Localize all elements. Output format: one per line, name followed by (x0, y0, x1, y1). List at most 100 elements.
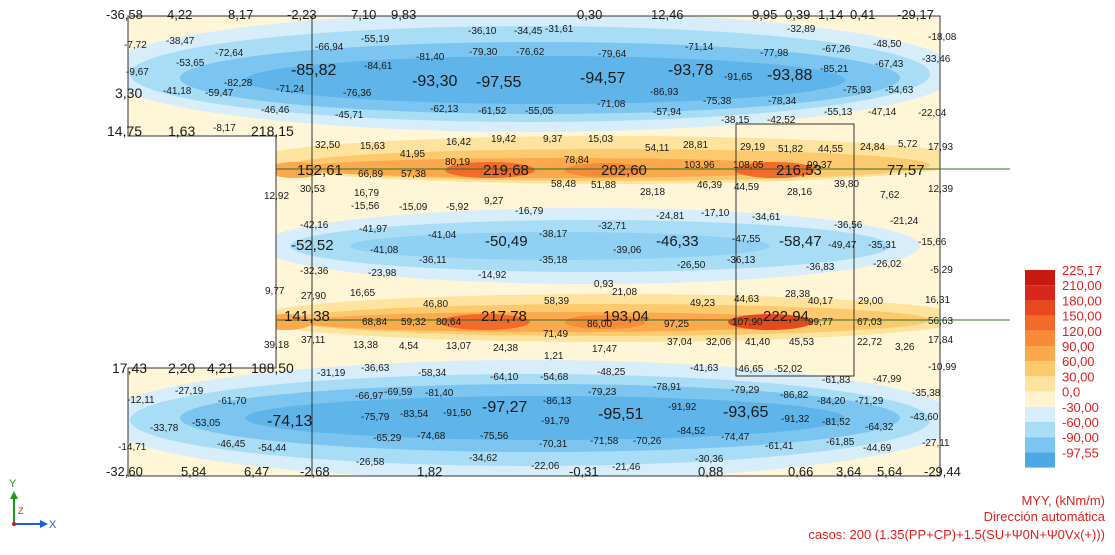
value-label: -12,11 (127, 395, 155, 406)
value-label: 39,80 (834, 179, 859, 190)
legend-value: -30,00 (1062, 400, 1099, 415)
value-label: 27,90 (301, 291, 326, 302)
legend-value: 30,00 (1062, 369, 1095, 384)
value-label: -32,60 (106, 464, 143, 479)
value-label: 13,38 (353, 340, 378, 351)
value-label: 4,22 (167, 7, 192, 22)
value-label: -54,68 (540, 372, 569, 383)
value-label: -36,10 (468, 26, 497, 37)
value-label: -21,46 (612, 462, 641, 473)
value-label: -61,70 (218, 396, 247, 407)
value-label: 17,43 (112, 360, 147, 376)
value-label: 16,65 (350, 288, 375, 299)
value-label: 1,14 (818, 7, 843, 22)
value-label: -71,24 (276, 84, 305, 95)
value-label: 68,84 (362, 317, 387, 328)
value-label: 44,59 (734, 182, 759, 193)
value-label: 217,78 (481, 308, 527, 325)
value-label: -14,92 (478, 270, 507, 281)
value-label: -33,78 (150, 423, 179, 434)
axis-lines (276, 168, 1010, 321)
value-label: 0,41 (850, 7, 875, 22)
value-label: -41,63 (690, 363, 719, 374)
legend-swatch (1025, 361, 1055, 377)
value-label: -74,47 (721, 432, 750, 443)
value-label: 7,62 (880, 190, 900, 201)
value-label: -69,59 (384, 387, 413, 398)
value-label: -70,26 (633, 436, 662, 447)
value-label: -22,04 (918, 108, 947, 119)
value-label: -71,14 (685, 42, 714, 53)
value-label: -38,17 (539, 229, 568, 240)
legend-swatch (1025, 300, 1055, 316)
value-label: 4,54 (399, 341, 419, 352)
value-label: -91,32 (781, 414, 810, 425)
value-label: -47,55 (732, 234, 761, 245)
value-label: -93,88 (767, 67, 812, 84)
value-label: -75,38 (703, 96, 732, 107)
value-label: 16,42 (446, 137, 471, 148)
value-label: 29,19 (740, 142, 765, 153)
legend-swatch (1025, 422, 1055, 438)
value-label: -86,13 (543, 396, 572, 407)
value-label: 3,26 (895, 342, 915, 353)
legend-value: -60,00 (1062, 415, 1099, 430)
value-label: 57,38 (401, 169, 426, 180)
value-label: 1,21 (544, 351, 564, 362)
value-label: 0,39 (785, 7, 810, 22)
value-label: -46,65 (735, 364, 764, 375)
value-label: -61,85 (826, 437, 855, 448)
value-label: -79,30 (469, 47, 498, 58)
value-label: 13,07 (446, 341, 471, 352)
value-label: -84,20 (817, 396, 846, 407)
value-label: 15,63 (360, 141, 385, 152)
value-label: -48,50 (873, 39, 902, 50)
legend-swatch (1025, 315, 1055, 331)
value-label: 9,83 (391, 7, 416, 22)
value-label: -77,98 (760, 48, 789, 59)
value-label: 103,96 (684, 160, 715, 171)
value-label: -83,54 (400, 409, 429, 420)
value-label: 41,95 (400, 149, 425, 160)
value-label: -31,61 (545, 24, 574, 35)
value-label: -41,18 (163, 86, 192, 97)
value-label: -41,08 (370, 245, 399, 256)
value-label: 14,75 (107, 123, 142, 139)
value-label: -35,31 (868, 240, 897, 251)
value-label: -9,67 (126, 67, 149, 78)
value-label: -32,36 (300, 266, 329, 277)
value-label: 6,47 (244, 464, 269, 479)
value-label: -32,89 (787, 24, 816, 35)
value-label: -74,68 (417, 431, 446, 442)
value-label: 58,48 (551, 179, 576, 190)
axis-x-label: X (49, 519, 57, 531)
value-label: 77,57 (887, 162, 925, 179)
value-label: -34,45 (514, 26, 543, 37)
axis-z-label: Z (18, 506, 24, 516)
value-label: -17,10 (701, 208, 730, 219)
value-label: 54,11 (645, 143, 670, 154)
value-label: 17,93 (928, 142, 953, 153)
legend-swatch (1025, 406, 1055, 422)
value-label: 32,06 (706, 337, 731, 348)
value-label: -45,71 (335, 110, 364, 121)
value-label: -29,44 (924, 464, 961, 479)
value-label: -46,46 (261, 105, 290, 116)
value-label: 219,68 (483, 162, 529, 179)
value-label: 41,40 (745, 337, 770, 348)
value-label: -47,99 (873, 374, 902, 385)
value-label: -81,40 (425, 388, 454, 399)
legend-value: 210,00 (1062, 278, 1102, 293)
value-label: -36,83 (806, 262, 835, 273)
value-label: 193,04 (603, 308, 649, 325)
value-label: -75,56 (480, 431, 509, 442)
legend-value: 180,00 (1062, 293, 1102, 308)
value-label: -46,45 (217, 439, 246, 450)
value-label: -36,58 (106, 7, 143, 22)
value-label: -41,04 (428, 230, 457, 241)
value-label: 16,79 (354, 188, 379, 199)
value-label: 19,42 (491, 134, 516, 145)
value-label: -97,55 (476, 74, 521, 91)
value-label: 29,00 (858, 296, 883, 307)
